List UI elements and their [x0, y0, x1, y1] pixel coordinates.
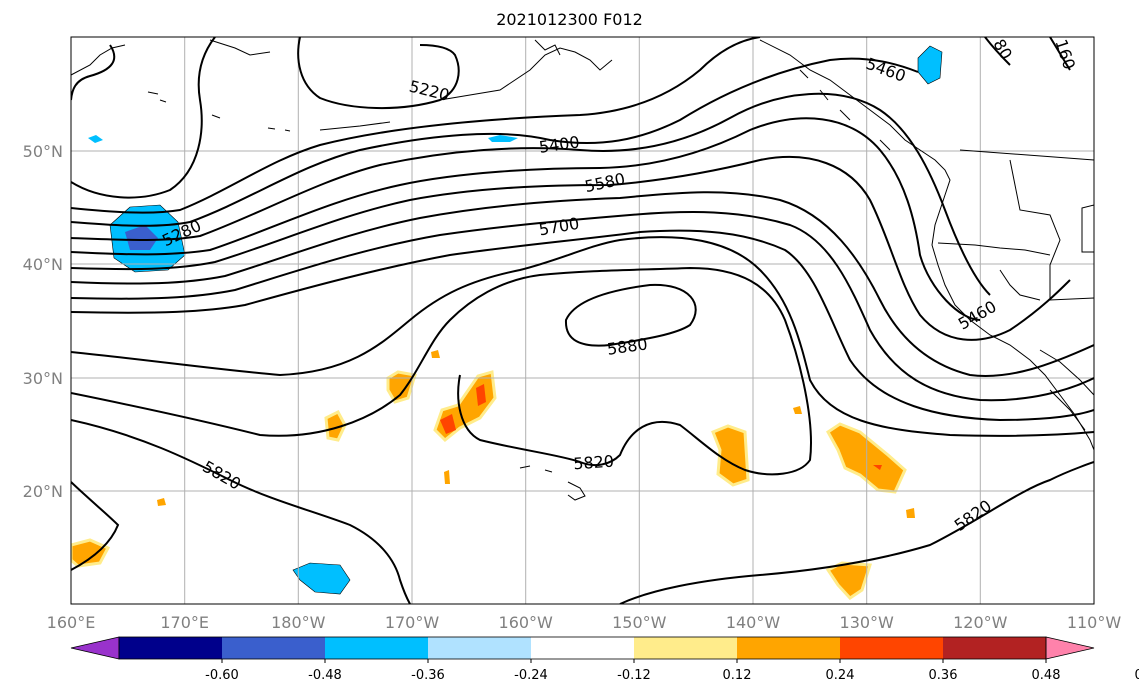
plot-area — [71, 37, 1094, 604]
colorbar-ticks: -0.60 -0.48 -0.36 -0.24 -0.12 0.12 0.24 0.36 0.4… — [205, 659, 1139, 683]
colorbar-swatch — [428, 637, 531, 659]
lon-label: 140°W — [726, 613, 781, 632]
colorbar-frame — [118, 636, 1047, 660]
lon-label: 110°W — [1067, 613, 1122, 632]
colorbar-swatch — [222, 637, 325, 659]
colorbar-swatch — [840, 637, 943, 659]
colorbar-swatch — [531, 637, 634, 659]
colorbar-extend-max — [1045, 636, 1095, 660]
colorbar-swatch — [634, 637, 737, 659]
lon-label: 120°W — [953, 613, 1008, 632]
colorbar-swatch — [325, 637, 428, 659]
lon-label: 180°W — [271, 613, 326, 632]
colorbar-tick-label: -0.12 — [617, 668, 651, 683]
lon-label: 170°E — [160, 613, 209, 632]
colorbar-swatch — [119, 637, 222, 659]
lat-label: 50°N — [23, 142, 63, 161]
lon-label: 170°W — [385, 613, 440, 632]
latitude-labels: 50°N 40°N 30°N 20°N — [23, 142, 63, 501]
colorbar-tick-label: 0.60 — [1135, 668, 1139, 683]
lat-label: 20°N — [23, 482, 63, 501]
lon-label: 160°W — [499, 613, 554, 632]
colorbar-extend-min — [70, 636, 120, 660]
colorbar-tick-label: -0.60 — [205, 668, 239, 683]
colorbar: -0.60 -0.48 -0.36 -0.24 -0.12 0.12 0.24 0.36 0.4… — [70, 636, 1139, 683]
colorbar-tick-label: -0.48 — [308, 668, 342, 683]
colorbar-swatch — [737, 637, 840, 659]
colorbar-tick-label: 0.36 — [929, 668, 958, 683]
lon-label: 160°E — [47, 613, 96, 632]
height-contours — [71, 37, 1094, 604]
lon-label: 150°W — [612, 613, 667, 632]
colorbar-tick-label: -0.24 — [514, 668, 548, 683]
longitude-labels: 160°E 170°E 180°W 170°W 160°W 150°W 140°… — [47, 613, 1122, 632]
colorbar-tick-label: -0.36 — [411, 668, 445, 683]
contour-label: 5820 — [573, 452, 615, 474]
lat-label: 40°N — [23, 255, 63, 274]
colorbar-tick-label: 0.12 — [723, 668, 752, 683]
gridlines — [71, 37, 1094, 604]
plot-frame — [70, 36, 1095, 605]
map-title: 2021012300 F012 — [496, 10, 643, 29]
lon-label: 130°W — [840, 613, 895, 632]
colorbar-tick-label: 0.48 — [1032, 668, 1061, 683]
lat-label: 30°N — [23, 369, 63, 388]
colorbar-tick-label: 0.24 — [826, 668, 855, 683]
colorbar-swatch — [943, 637, 1046, 659]
colorbar-swatches — [70, 636, 1095, 660]
